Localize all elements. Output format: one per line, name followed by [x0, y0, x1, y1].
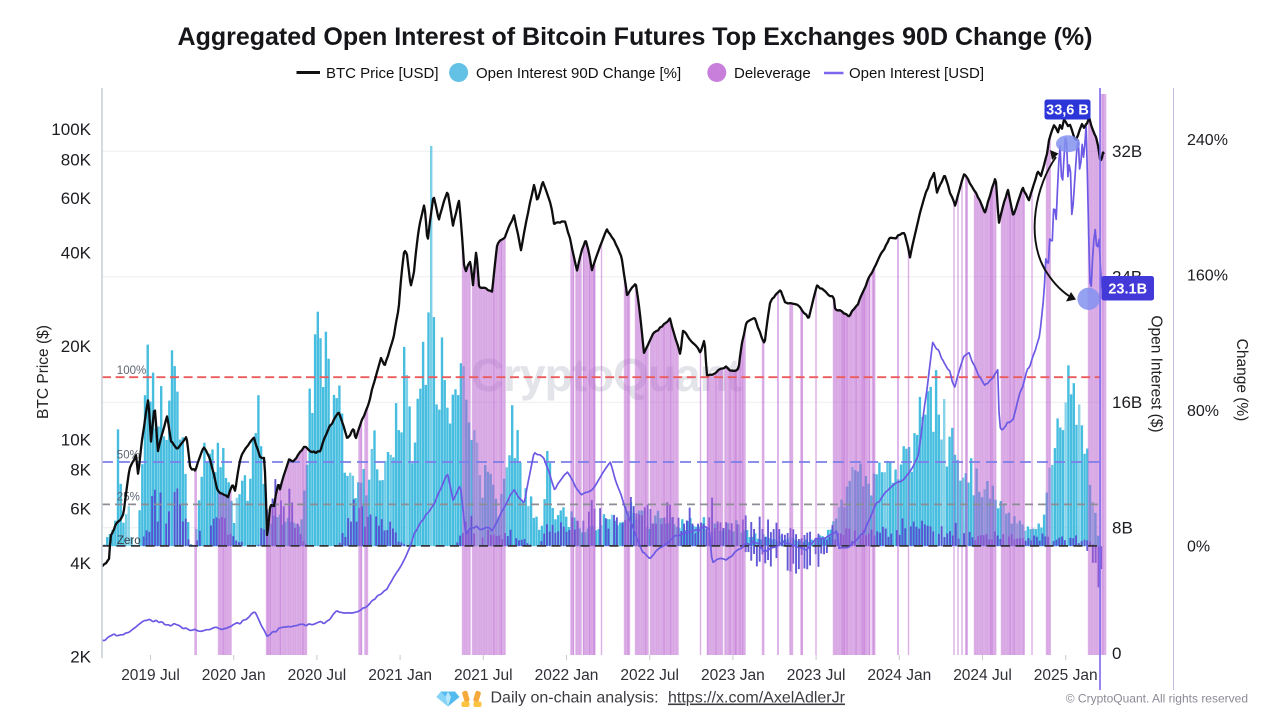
svg-text:6K: 6K	[70, 500, 91, 519]
svg-text:100%: 100%	[117, 365, 146, 377]
svg-text:8K: 8K	[70, 461, 91, 480]
svg-text:Open Interest ($): Open Interest ($)	[1148, 315, 1165, 432]
svg-text:2K: 2K	[70, 648, 91, 667]
svg-text:Deleverage: Deleverage	[734, 65, 811, 82]
svg-text:33,6 B: 33,6 B	[1046, 103, 1089, 119]
svg-text:32B: 32B	[1112, 142, 1142, 161]
svg-text:2021 Jul: 2021 Jul	[454, 667, 513, 684]
svg-text:160%: 160%	[1187, 268, 1228, 285]
svg-text:2021 Jan: 2021 Jan	[368, 667, 432, 684]
svg-text:2020 Jan: 2020 Jan	[202, 667, 266, 684]
svg-text:2025 Jan: 2025 Jan	[1034, 667, 1098, 684]
svg-text:Open Interest 90D Change [%]: Open Interest 90D Change [%]	[476, 65, 681, 82]
svg-text:0: 0	[1112, 644, 1121, 663]
svg-text:60K: 60K	[61, 189, 92, 208]
svg-text:2023 Jul: 2023 Jul	[787, 667, 846, 684]
svg-text:20K: 20K	[61, 337, 92, 356]
svg-text:2022 Jan: 2022 Jan	[535, 667, 599, 684]
svg-text:80%: 80%	[1187, 403, 1219, 420]
svg-text:80K: 80K	[61, 151, 92, 170]
svg-text:2020 Jul: 2020 Jul	[288, 667, 347, 684]
svg-text:10K: 10K	[61, 431, 92, 450]
svg-text:8B: 8B	[1112, 519, 1133, 538]
svg-text:© CryptoQuant. All rights rese: © CryptoQuant. All rights reserved	[1066, 692, 1248, 706]
svg-text:Daily on-chain analysis:: Daily on-chain analysis:	[491, 690, 659, 707]
svg-text:Zero: Zero	[117, 535, 141, 547]
svg-text:Change (%): Change (%)	[1233, 339, 1250, 422]
svg-text:2024 Jul: 2024 Jul	[953, 667, 1012, 684]
svg-text:BTC Price ($): BTC Price ($)	[35, 325, 52, 419]
svg-text:23.1B: 23.1B	[1108, 282, 1147, 298]
svg-text:CryptoQuant: CryptoQuant	[471, 349, 742, 401]
svg-text:240%: 240%	[1187, 132, 1228, 149]
svg-text:Aggregated Open Interest of Bi: Aggregated Open Interest of Bitcoin Futu…	[178, 23, 1093, 51]
svg-text:40K: 40K	[61, 244, 92, 263]
svg-text:4K: 4K	[70, 554, 91, 573]
svg-text:100K: 100K	[51, 120, 91, 139]
svg-text:2023 Jan: 2023 Jan	[701, 667, 765, 684]
svg-text:https://x.com/AxelAdlerJr: https://x.com/AxelAdlerJr	[668, 690, 846, 707]
svg-text:2022 Jul: 2022 Jul	[620, 667, 679, 684]
svg-text:BTC Price [USD]: BTC Price [USD]	[326, 65, 439, 82]
svg-text:25%: 25%	[117, 492, 140, 504]
svg-text:16B: 16B	[1112, 393, 1142, 412]
svg-text:0%: 0%	[1187, 539, 1210, 556]
svg-text:Open Interest [USD]: Open Interest [USD]	[849, 65, 984, 82]
svg-text:2024 Jan: 2024 Jan	[867, 667, 931, 684]
svg-text:2019 Jul: 2019 Jul	[121, 667, 180, 684]
